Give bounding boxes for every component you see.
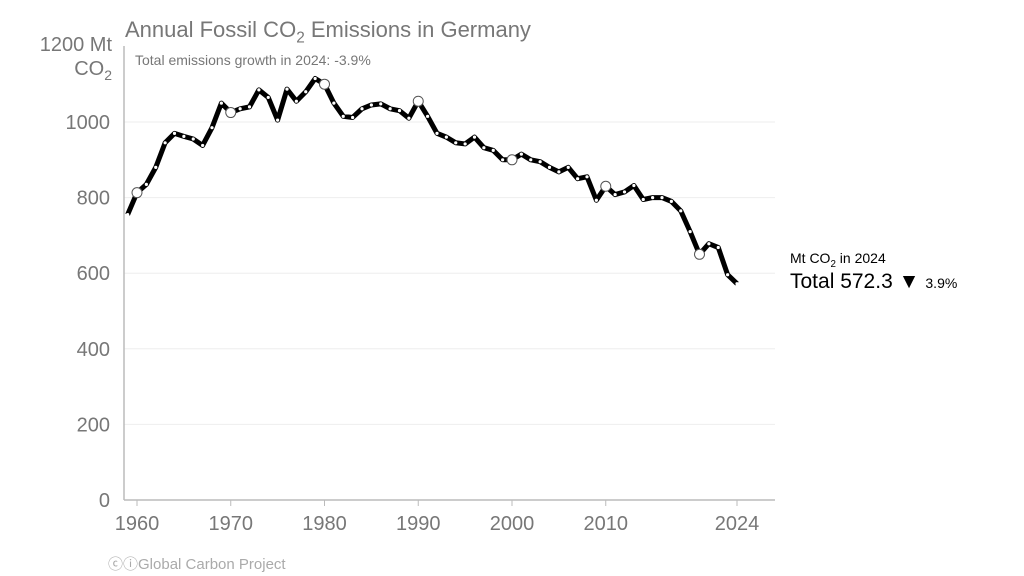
x-tick-label: 2024 xyxy=(715,513,760,535)
data-point xyxy=(594,198,598,202)
data-point xyxy=(201,143,205,148)
data-point xyxy=(641,197,645,202)
data-point xyxy=(707,242,711,246)
data-point xyxy=(182,134,186,138)
x-tick-label: 1970 xyxy=(209,513,254,535)
data-point xyxy=(679,209,683,213)
x-tick-label: 2010 xyxy=(584,513,629,535)
highlight-point xyxy=(694,248,705,260)
data-point xyxy=(397,109,402,113)
y-tick-label: 800 xyxy=(77,188,110,210)
y-tick-label: 1000 xyxy=(66,112,111,134)
data-point xyxy=(688,230,692,234)
data-point xyxy=(191,137,195,141)
data-point xyxy=(651,196,655,200)
data-point xyxy=(622,190,627,194)
highlight-point xyxy=(131,187,143,199)
x-tick-label: 1990 xyxy=(396,513,441,535)
data-point xyxy=(660,196,664,200)
highlight-point xyxy=(319,78,330,90)
x-tick-label: 1980 xyxy=(302,513,347,535)
highlight-point xyxy=(506,154,518,166)
data-point xyxy=(407,116,411,120)
data-point xyxy=(529,158,533,162)
data-point xyxy=(163,141,167,145)
data-point xyxy=(613,192,617,197)
y-tick-label: 200 xyxy=(77,414,110,436)
down-triangle-icon: ▼ xyxy=(898,270,920,293)
data-point xyxy=(351,115,355,120)
cc-license-icon: ⓒⓘ xyxy=(108,556,139,573)
data-point xyxy=(144,182,148,186)
data-point xyxy=(313,76,317,81)
data-point xyxy=(669,199,673,203)
y-axis-label: 1200 Mt CO2 xyxy=(39,34,112,83)
data-point xyxy=(472,135,477,139)
x-tick-label: 1960 xyxy=(115,513,160,535)
data-point xyxy=(557,170,561,174)
credit: ⓒⓘGlobal Carbon Project xyxy=(108,556,286,573)
data-point xyxy=(519,152,523,156)
data-point xyxy=(247,105,252,109)
annotation-unit: Mt CO2 in 2024 xyxy=(790,250,886,270)
data-point xyxy=(463,142,467,146)
data-point xyxy=(332,101,336,105)
data-point xyxy=(304,90,308,94)
y-tick-label: 600 xyxy=(77,263,110,285)
data-point xyxy=(341,114,345,118)
data-point xyxy=(566,165,570,169)
data-point xyxy=(294,99,298,103)
data-point xyxy=(388,107,392,111)
data-point xyxy=(219,101,223,105)
highlight-point xyxy=(225,107,237,119)
data-point xyxy=(538,160,542,164)
data-point xyxy=(576,177,580,181)
data-point xyxy=(444,135,448,139)
y-tick-label: 0 xyxy=(99,490,110,512)
annotation-change: 3.9% xyxy=(925,275,958,291)
data-point xyxy=(126,213,130,217)
annotation-total: Total 572.3 ▼ 3.9% xyxy=(790,270,958,293)
data-point xyxy=(172,131,177,135)
data-point xyxy=(501,158,505,162)
data-point xyxy=(257,88,261,92)
data-point xyxy=(210,126,214,130)
highlight-point xyxy=(600,180,612,192)
chart-title: Annual Fossil CO2 Emissions in Germany xyxy=(125,17,531,47)
data-point xyxy=(482,146,486,150)
data-point xyxy=(716,245,720,250)
data-point xyxy=(735,282,739,286)
highlight-point xyxy=(412,95,424,107)
data-point xyxy=(454,141,458,145)
data-point xyxy=(238,107,242,111)
series-line xyxy=(125,76,739,286)
data-point xyxy=(285,87,289,91)
data-point xyxy=(154,165,158,169)
data-point xyxy=(426,114,430,118)
data-point xyxy=(491,148,495,152)
data-point xyxy=(266,95,270,100)
y-tick-label: 400 xyxy=(77,339,110,361)
chart-subtitle: Total emissions growth in 2024: -3.9% xyxy=(135,52,371,68)
data-point xyxy=(369,103,373,107)
data-point xyxy=(276,118,280,122)
data-point xyxy=(435,131,439,135)
x-tick-label: 2000 xyxy=(490,513,535,535)
data-point xyxy=(585,175,589,179)
data-point xyxy=(360,107,364,111)
data-point xyxy=(632,183,636,188)
data-point xyxy=(726,273,730,277)
data-point xyxy=(379,102,383,106)
data-point xyxy=(547,165,552,169)
